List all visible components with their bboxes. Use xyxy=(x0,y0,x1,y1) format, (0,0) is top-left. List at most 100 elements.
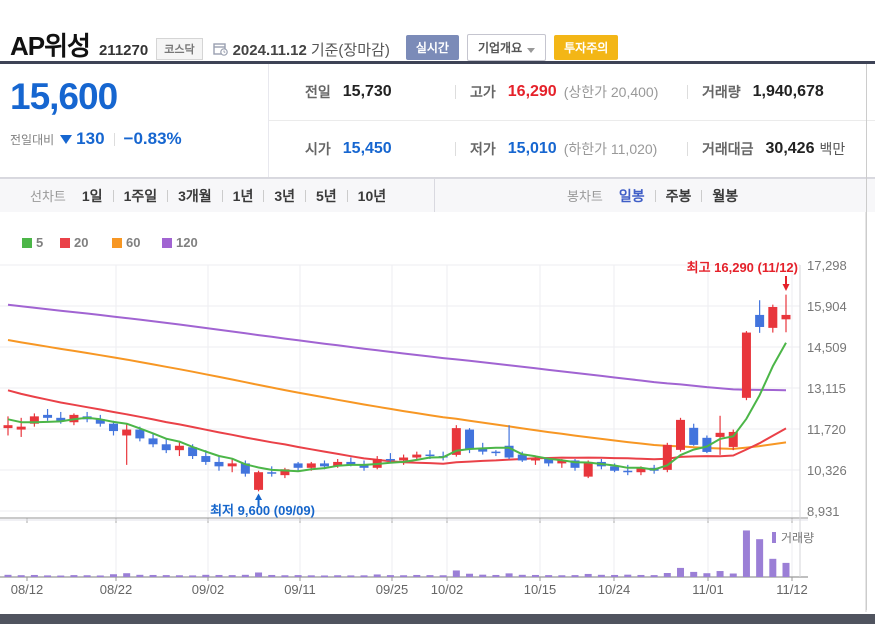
cell-label: 거래대금 xyxy=(702,141,754,157)
change-percent: −0.83% xyxy=(123,129,182,148)
change-label: 전일대비 xyxy=(10,132,55,147)
svg-text:13,115: 13,115 xyxy=(807,381,846,396)
cell-value: 15,450 xyxy=(342,140,392,157)
svg-text:17,298: 17,298 xyxy=(807,258,847,273)
company-overview-label: 기업개요 xyxy=(477,41,523,55)
separator xyxy=(112,189,114,202)
candle-chart-label: 봉차트 xyxy=(567,189,603,204)
summary-row: 시가 15,450 저가 15,010 (하한가 11,020) 거래대금 30… xyxy=(269,121,875,177)
cell-label: 전일 xyxy=(305,84,331,100)
cell-value: 15,010 xyxy=(507,140,557,157)
svg-text:8,931: 8,931 xyxy=(807,504,840,519)
toolbar-divider xyxy=(434,179,435,212)
cell-label: 거래량 xyxy=(702,84,741,100)
prev-close-cell: 전일 15,730 xyxy=(305,82,455,102)
reference-date: 2024.11.12 xyxy=(232,42,307,59)
svg-text:10/02: 10/02 xyxy=(431,582,464,597)
divider xyxy=(455,142,456,156)
line-chart-label: 선차트 xyxy=(30,189,66,204)
stock-chart-canvas: 17,298 15,904 14,509 13,115 11,720 10,326 8,93… xyxy=(0,212,867,612)
cell-value: 15,730 xyxy=(342,83,392,100)
divider xyxy=(687,85,688,99)
svg-text:10/24: 10/24 xyxy=(598,582,631,597)
svg-text:20: 20 xyxy=(74,235,88,250)
cell-extra: (하한가 11,020) xyxy=(563,141,658,157)
svg-text:120: 120 xyxy=(176,235,198,250)
svg-text:최고 16,290 (11/12): 최고 16,290 (11/12) xyxy=(687,260,798,275)
separator xyxy=(346,189,348,202)
separator xyxy=(701,189,703,202)
svg-text:14,509: 14,509 xyxy=(807,340,847,355)
chart-period-toolbar: 선차트 1일 1주일 3개월 1년 3년 5년 10년 봉차트 일봉 주봉 월봉 xyxy=(0,178,875,213)
divider xyxy=(687,142,688,156)
svg-text:거래량: 거래량 xyxy=(781,531,814,545)
market-badge: 코스닥 xyxy=(156,38,203,60)
svg-text:09/02: 09/02 xyxy=(192,582,225,597)
separator xyxy=(221,189,223,202)
trading-value-cell: 거래대금 30,426 백만 xyxy=(687,139,875,159)
cell-label: 저가 xyxy=(470,141,496,157)
price-summary-section: 15,600 전일대비 130 −0.83% 전일 15,730 고가 16,2… xyxy=(0,64,875,178)
tab-3year[interactable]: 3년 xyxy=(274,187,295,204)
svg-text:08/22: 08/22 xyxy=(100,582,133,597)
stock-code: 211270 xyxy=(98,42,149,59)
header: AP위성 211270 코스닥 2024.11.12 기준(장마감) 실시간 기… xyxy=(0,0,875,61)
tab-monthly-candle[interactable]: 월봉 xyxy=(712,187,739,204)
tab-5year[interactable]: 5년 xyxy=(316,187,337,204)
down-triangle-icon xyxy=(60,134,73,144)
current-price-block: 15,600 전일대비 130 −0.83% xyxy=(0,64,269,177)
reference-date-suffix: 기준(장마감) xyxy=(310,42,390,59)
divider xyxy=(113,132,115,146)
investment-caution-badge[interactable]: 투자주의 xyxy=(554,35,619,60)
change-value: 130 xyxy=(76,129,105,148)
high-price-cell: 고가 16,290 (상한가 20,400) xyxy=(455,82,687,102)
footer-bar xyxy=(0,614,875,624)
svg-text:09/11: 09/11 xyxy=(284,582,316,597)
cell-value: 16,290 xyxy=(507,83,557,100)
volume-cell: 거래량 1,940,678 xyxy=(687,82,875,102)
svg-text:5: 5 xyxy=(36,235,43,250)
cell-value: 30,426 xyxy=(765,140,815,157)
svg-text:11/12: 11/12 xyxy=(776,582,808,597)
company-overview-button[interactable]: 기업개요 xyxy=(466,34,547,61)
separator xyxy=(263,189,265,202)
header-divider xyxy=(0,61,875,64)
cell-label: 고가 xyxy=(470,84,496,100)
tab-daily-candle[interactable]: 일봉 xyxy=(618,187,645,204)
candlestick-chart: 17,298 15,904 14,509 13,115 11,720 10,326 8,93… xyxy=(0,212,875,624)
chevron-down-icon xyxy=(527,48,536,53)
cell-value: 1,940,678 xyxy=(752,83,824,100)
summary-table: 전일 15,730 고가 16,290 (상한가 20,400) 거래량 1,9… xyxy=(269,64,875,177)
panel-right-border xyxy=(866,64,867,610)
open-price-cell: 시가 15,450 xyxy=(305,139,455,159)
cell-label: 시가 xyxy=(305,141,331,157)
tab-10year[interactable]: 10년 xyxy=(357,187,387,204)
cell-extra: (상한가 20,400) xyxy=(563,84,659,100)
svg-text:10,326: 10,326 xyxy=(807,463,847,478)
tab-1year[interactable]: 1년 xyxy=(232,187,254,204)
tab-1week[interactable]: 1주일 xyxy=(123,187,158,204)
stock-name: AP위성 xyxy=(10,31,91,61)
current-price: 15,600 xyxy=(10,76,118,117)
summary-row: 전일 15,730 고가 16,290 (상한가 20,400) 거래량 1,9… xyxy=(269,64,875,121)
separator xyxy=(305,189,306,202)
svg-text:10/15: 10/15 xyxy=(524,582,557,597)
calendar-clock-icon xyxy=(212,42,228,61)
tab-3month[interactable]: 3개월 xyxy=(178,187,212,204)
svg-text:최저 9,600 (09/09): 최저 9,600 (09/09) xyxy=(210,503,315,518)
separator xyxy=(654,189,656,202)
divider xyxy=(455,85,456,99)
separator xyxy=(167,189,169,202)
tab-1day[interactable]: 1일 xyxy=(81,187,103,204)
svg-text:11,720: 11,720 xyxy=(807,422,846,437)
svg-text:60: 60 xyxy=(126,235,140,250)
svg-text:08/12: 08/12 xyxy=(11,582,44,597)
cell-unit: 백만 xyxy=(819,141,846,157)
svg-text:15,904: 15,904 xyxy=(807,299,847,314)
tab-weekly-candle[interactable]: 주봉 xyxy=(665,187,692,204)
realtime-button[interactable]: 실시간 xyxy=(405,35,459,60)
svg-text:09/25: 09/25 xyxy=(376,582,409,597)
low-price-cell: 저가 15,010 (하한가 11,020) xyxy=(455,139,687,159)
svg-text:11/01: 11/01 xyxy=(692,582,724,597)
